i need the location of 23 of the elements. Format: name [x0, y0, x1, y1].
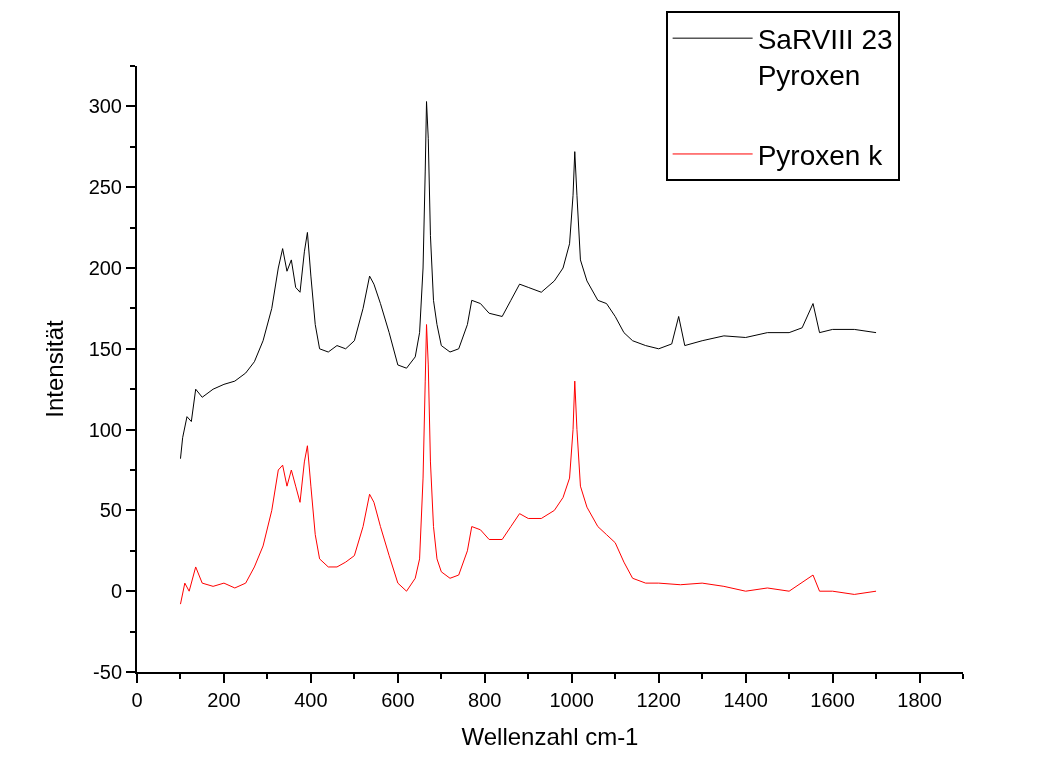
y-axis-title: Intensität: [41, 319, 69, 418]
y-tick-label: 250: [88, 176, 122, 199]
line-series: [179, 324, 877, 605]
y-tick-label: 0: [110, 580, 122, 603]
y-tick-label: 200: [88, 257, 122, 279]
x-tick-label: 200: [207, 689, 241, 711]
x-tick-label: 600: [381, 689, 415, 711]
x-tick-label: 1600: [810, 689, 855, 711]
x-tick-label: 400: [294, 689, 328, 711]
y-tick-label: -50: [93, 661, 122, 683]
x-tick-label: 800: [468, 689, 502, 711]
x-tick-label: 0: [131, 689, 143, 711]
y-tick-label: 100: [88, 418, 122, 441]
x-tick-label: 1400: [723, 689, 768, 711]
legend-label: Pyroxen k: [757, 139, 884, 171]
y-tick-label: 150: [88, 337, 122, 360]
x-tick-label: 1200: [636, 689, 681, 711]
y-tick-label: 300: [88, 95, 122, 118]
x-tick-label: 1000: [549, 689, 594, 711]
y-tick-label: 50: [99, 499, 122, 522]
x-axis-title: Wellenzahl cm-1: [461, 722, 639, 750]
legend-label: SaRVIII 23 Pyroxen: [757, 24, 893, 92]
x-tick-label: 1800: [897, 689, 942, 711]
